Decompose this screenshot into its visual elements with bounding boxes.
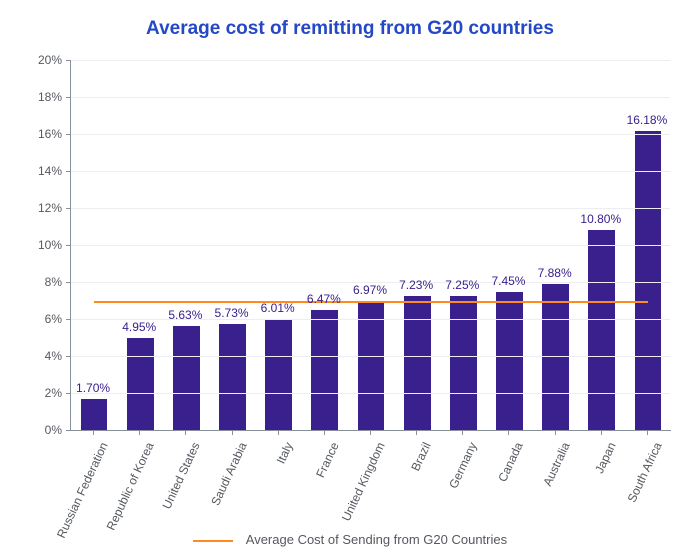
bar-value-label: 7.23% xyxy=(399,278,433,292)
bar-value-label: 6.97% xyxy=(353,283,387,297)
bar xyxy=(219,324,246,430)
x-tick xyxy=(647,430,648,435)
average-line xyxy=(94,301,648,303)
x-tick xyxy=(416,430,417,435)
bar-value-label: 1.70% xyxy=(76,381,110,395)
bar xyxy=(588,230,615,430)
grid-line xyxy=(70,319,670,320)
x-tick xyxy=(370,430,371,435)
grid-line xyxy=(70,171,670,172)
x-tick xyxy=(185,430,186,435)
bar-value-label: 10.80% xyxy=(580,212,621,226)
bar-value-label: 6.01% xyxy=(261,301,295,315)
y-tick xyxy=(66,134,71,135)
bar xyxy=(496,292,523,430)
bar-value-label: 4.95% xyxy=(122,320,156,334)
grid-line xyxy=(70,393,670,394)
x-tick xyxy=(278,430,279,435)
bar xyxy=(404,296,431,430)
x-tick xyxy=(232,430,233,435)
y-tick xyxy=(66,393,71,394)
y-tick-label: 18% xyxy=(12,90,62,104)
y-tick xyxy=(66,282,71,283)
bar-value-label: 7.25% xyxy=(445,278,479,292)
y-tick xyxy=(66,97,71,98)
y-tick-label: 4% xyxy=(12,349,62,363)
bar xyxy=(358,301,385,430)
grid-line xyxy=(70,245,670,246)
y-tick-label: 6% xyxy=(12,312,62,326)
y-tick-label: 8% xyxy=(12,275,62,289)
bar-value-label: 6.47% xyxy=(307,292,341,306)
y-tick-label: 10% xyxy=(12,238,62,252)
y-tick-label: 12% xyxy=(12,201,62,215)
bar xyxy=(542,284,569,430)
grid-line xyxy=(70,208,670,209)
grid-line xyxy=(70,97,670,98)
grid-line xyxy=(70,60,670,61)
grid-line xyxy=(70,134,670,135)
y-tick-label: 2% xyxy=(12,386,62,400)
x-tick xyxy=(139,430,140,435)
y-tick xyxy=(66,356,71,357)
y-tick-label: 20% xyxy=(12,53,62,67)
x-tick xyxy=(555,430,556,435)
x-tick xyxy=(508,430,509,435)
x-tick xyxy=(93,430,94,435)
bar xyxy=(127,338,154,430)
bar xyxy=(265,319,292,430)
x-tick xyxy=(601,430,602,435)
bar-value-label: 7.88% xyxy=(538,266,572,280)
y-tick-label: 0% xyxy=(12,423,62,437)
y-tick xyxy=(66,245,71,246)
chart-container: Average cost of remitting from G20 count… xyxy=(0,0,700,559)
y-tick xyxy=(66,319,71,320)
y-tick xyxy=(66,208,71,209)
bar xyxy=(635,131,662,430)
chart-title: Average cost of remitting from G20 count… xyxy=(0,18,700,40)
x-tick xyxy=(324,430,325,435)
bar-value-label: 5.73% xyxy=(215,306,249,320)
grid-line xyxy=(70,356,670,357)
y-tick xyxy=(66,60,71,61)
y-tick-label: 16% xyxy=(12,127,62,141)
bar-value-label: 5.63% xyxy=(168,308,202,322)
y-tick xyxy=(66,430,71,431)
bar xyxy=(311,310,338,430)
bar xyxy=(173,326,200,430)
y-tick xyxy=(66,171,71,172)
bar-value-label: 7.45% xyxy=(491,274,525,288)
bar xyxy=(450,296,477,430)
bar xyxy=(81,399,108,430)
x-tick xyxy=(462,430,463,435)
y-tick-label: 14% xyxy=(12,164,62,178)
bar-value-label: 16.18% xyxy=(627,113,668,127)
